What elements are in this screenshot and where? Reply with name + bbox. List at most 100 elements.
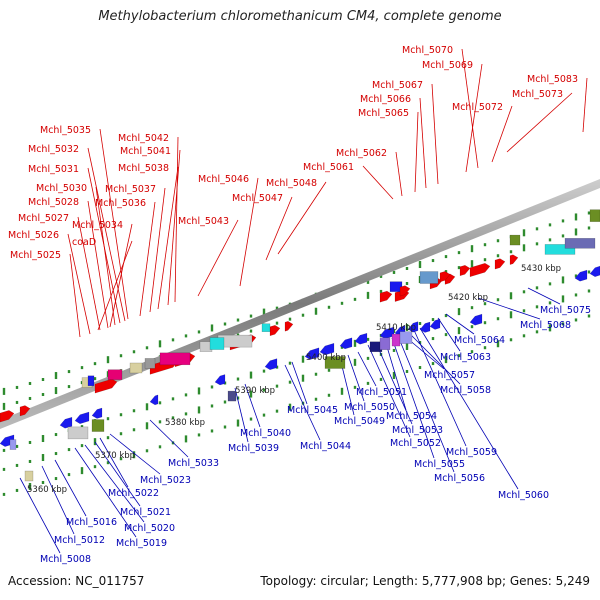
gene-label-forward: Mchl_5032 bbox=[28, 144, 79, 155]
leader-lines bbox=[19, 48, 588, 554]
leader-line bbox=[265, 196, 293, 261]
tick-mark bbox=[431, 318, 435, 322]
gene-label-reverse: Mchl_5008 bbox=[40, 554, 91, 565]
gene-label-forward: Mchl_5067 bbox=[372, 80, 423, 91]
tick-mark bbox=[457, 266, 461, 270]
leader-line bbox=[414, 111, 419, 193]
tick-mark bbox=[93, 465, 97, 469]
gene-label-forward: Mchl_5025 bbox=[10, 250, 61, 261]
tick-mark bbox=[522, 334, 526, 338]
tick-mark bbox=[158, 445, 162, 449]
leader-line bbox=[109, 433, 161, 475]
tick-mark bbox=[522, 290, 526, 294]
tick-mark bbox=[587, 211, 591, 215]
reverse-gene bbox=[59, 416, 73, 429]
leader-line bbox=[431, 83, 439, 185]
tick-mark bbox=[41, 378, 45, 382]
scale-label: 5430 kbp bbox=[521, 264, 561, 274]
tick-mark bbox=[236, 318, 240, 322]
leader-line bbox=[506, 92, 573, 153]
tick-mark bbox=[210, 404, 214, 408]
tick-mark bbox=[353, 339, 357, 347]
forward-gene bbox=[509, 254, 519, 265]
tick-mark bbox=[418, 322, 422, 326]
tick-mark bbox=[275, 384, 279, 388]
tick-mark bbox=[574, 293, 578, 297]
reverse-gene bbox=[339, 337, 353, 350]
gene-labels: Mchl_5025 Mchl_5026 Mchl_5027 Mchl_5028 Mchl… bbox=[8, 45, 591, 565]
forward-gene bbox=[269, 325, 281, 337]
tick-mark bbox=[392, 348, 396, 352]
leader-line bbox=[397, 335, 455, 473]
tick-mark bbox=[457, 327, 461, 335]
leader-line bbox=[94, 441, 141, 507]
gene-label-forward: Mchl_5061 bbox=[303, 162, 354, 173]
tick-mark bbox=[249, 390, 253, 398]
gene-features bbox=[0, 209, 600, 482]
forward-gene bbox=[19, 405, 31, 417]
tick-mark bbox=[236, 396, 240, 400]
tick-mark bbox=[249, 314, 253, 318]
feature-block bbox=[91, 419, 105, 432]
tick-mark bbox=[15, 463, 19, 467]
leader-line bbox=[69, 253, 81, 338]
tick-mark bbox=[197, 406, 201, 414]
tick-mark bbox=[184, 435, 188, 443]
feature-block bbox=[261, 323, 271, 332]
leader-line bbox=[87, 147, 126, 322]
leader-line bbox=[87, 200, 109, 329]
gene-label-reverse: Mchl_5016 bbox=[66, 517, 117, 528]
gene-label-forward: Mchl_5035 bbox=[40, 125, 91, 136]
tick-mark bbox=[470, 260, 474, 268]
tick-mark bbox=[145, 422, 149, 430]
gene-label-forward: Mchl_5036 bbox=[95, 198, 146, 209]
tick-mark bbox=[483, 243, 487, 247]
leader-line bbox=[582, 77, 588, 133]
leader-line bbox=[239, 177, 259, 287]
leader-line bbox=[461, 48, 479, 169]
tick-mark bbox=[548, 324, 552, 332]
tick-mark bbox=[444, 333, 448, 337]
tick-mark bbox=[262, 388, 266, 392]
tick-mark bbox=[522, 229, 526, 237]
tick-mark bbox=[80, 366, 84, 370]
tick-mark bbox=[340, 301, 344, 305]
tick-mark bbox=[496, 340, 500, 348]
tick-mark bbox=[587, 270, 591, 274]
leader-line bbox=[284, 364, 321, 441]
leader-line bbox=[77, 216, 101, 331]
tick-mark bbox=[535, 242, 539, 246]
forward-gene bbox=[0, 410, 15, 423]
reverse-gene bbox=[264, 358, 278, 371]
tick-mark bbox=[483, 321, 487, 325]
leader-line bbox=[407, 331, 461, 385]
tick-mark bbox=[366, 291, 370, 299]
tick-mark bbox=[2, 402, 6, 410]
tick-mark bbox=[574, 213, 578, 221]
gene-label-reverse: Mchl_5068 bbox=[520, 320, 571, 331]
tick-mark bbox=[444, 255, 448, 259]
tick-mark bbox=[301, 374, 305, 382]
tick-mark bbox=[353, 297, 357, 301]
tick-mark bbox=[41, 393, 45, 397]
tick-mark bbox=[340, 387, 344, 395]
tick-mark bbox=[405, 266, 409, 270]
tick-mark bbox=[132, 409, 136, 413]
leader-line bbox=[109, 223, 133, 328]
tick-mark bbox=[119, 354, 123, 358]
forward-gene bbox=[94, 378, 118, 394]
forward-gene bbox=[399, 285, 411, 297]
feature-block bbox=[24, 470, 34, 482]
gene-label-forward: Mchl_5069 bbox=[422, 60, 473, 71]
forward-gene bbox=[469, 262, 491, 278]
tick-mark bbox=[314, 307, 318, 315]
gene-label-reverse: Mchl_5049 bbox=[334, 416, 385, 427]
gene-label-reverse: Mchl_5058 bbox=[440, 385, 491, 396]
tick-mark bbox=[106, 436, 110, 440]
leader-line bbox=[19, 477, 61, 554]
leader-line bbox=[87, 167, 121, 324]
tick-mark bbox=[54, 477, 58, 481]
feature-block bbox=[129, 362, 143, 374]
gene-label-forward: Mchl_5030 bbox=[36, 183, 87, 194]
gene-label-forward: Mchl_5065 bbox=[358, 108, 409, 119]
